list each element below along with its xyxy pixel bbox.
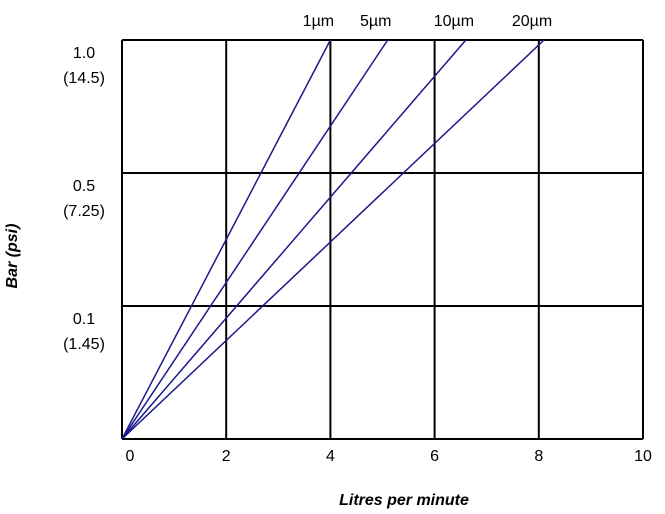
x-tick-label-6: 6 (430, 448, 439, 465)
series-line-20µm (121, 39, 545, 440)
series-label-20µm: 20µm (512, 13, 552, 30)
y-tick-sublabel-0.1: (1.45) (63, 336, 105, 353)
series-labels: 1µm 5µm 10µm 20µm (303, 13, 553, 30)
series-label-5µm: 5µm (360, 13, 391, 30)
x-tick-labels: 0 2 4 6 8 10 (126, 448, 652, 465)
series-label-1µm: 1µm (303, 13, 334, 30)
y-axis-title: Bar (psi) (4, 224, 21, 289)
series-line-10µm (121, 39, 467, 440)
x-tick-label-0: 0 (126, 448, 135, 465)
series-label-10µm: 10µm (434, 13, 474, 30)
y-tick-sublabel-1.0: (14.5) (63, 70, 105, 87)
x-axis-title: Litres per minute (339, 492, 469, 509)
x-tick-label-8: 8 (534, 448, 543, 465)
series-lines (121, 39, 545, 440)
series-line-1µm (121, 39, 332, 440)
x-tick-label-4: 4 (326, 448, 335, 465)
series-line-5µm (121, 39, 389, 440)
x-tick-label-10: 10 (634, 448, 652, 465)
grid (121, 39, 644, 440)
y-tick-label-1.0: 1.0 (73, 45, 95, 62)
y-tick-label-0.5: 0.5 (73, 178, 95, 195)
y-tick-label-0.1: 0.1 (73, 311, 95, 328)
y-tick-labels: 1.0 (14.5) 0.5 (7.25) 0.1 (1.45) (63, 45, 105, 353)
y-tick-sublabel-0.5: (7.25) (63, 203, 105, 220)
x-tick-label-2: 2 (222, 448, 231, 465)
